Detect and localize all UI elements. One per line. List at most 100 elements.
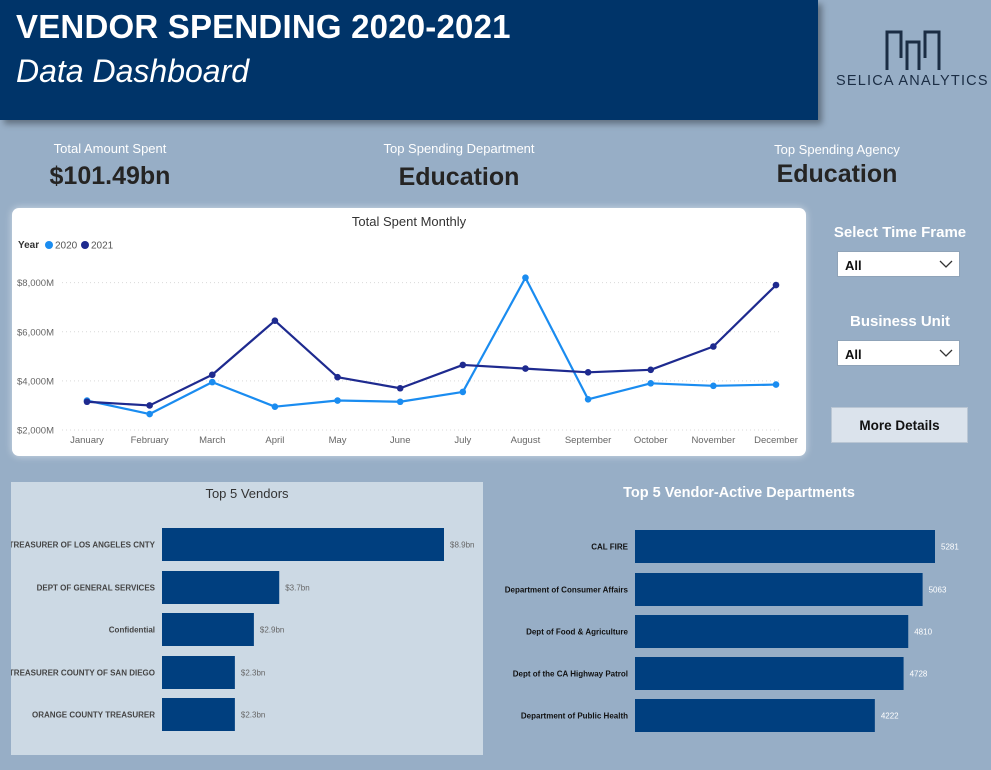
x-tick-label: November <box>691 435 735 446</box>
department-bar <box>635 573 923 606</box>
vendor-bar <box>162 528 444 561</box>
vendor-bar <box>162 698 235 731</box>
chevron-down-icon <box>939 349 953 357</box>
business-unit-label: Business Unit <box>849 313 951 330</box>
x-tick-label: July <box>454 435 471 446</box>
series-line-2021 <box>86 284 777 407</box>
vendor-category-label: DEPT OF GENERAL SERVICES <box>37 584 156 593</box>
vendor-data-label: $2.9bn <box>260 626 284 635</box>
kpi-total-label: Total Amount Spent <box>53 141 167 156</box>
series-line-2020 <box>86 276 777 416</box>
data-point-2021 <box>710 343 717 350</box>
department-bar <box>635 657 904 690</box>
vendor-bar <box>162 571 280 604</box>
vendor-category-label: ORANGE COUNTY TREASURER <box>32 711 155 720</box>
data-point-2020 <box>271 403 279 410</box>
y-tick-label: $8,000M <box>17 278 54 289</box>
data-point-2021 <box>459 361 467 369</box>
data-point-2021 <box>772 281 780 289</box>
data-point-2021 <box>271 317 279 325</box>
vendor-category-label: TREASURER COUNTY OF SAN DIEGO <box>11 669 155 678</box>
data-point-2021 <box>146 402 153 409</box>
department-data-label: 5063 <box>929 586 947 595</box>
data-point-2021 <box>396 384 404 392</box>
department-data-label: 4810 <box>914 628 932 637</box>
vendor-bar <box>162 656 235 689</box>
dashboard-subtitle: Data Dashboard <box>16 53 250 89</box>
y-tick-label: $6,000M <box>17 327 54 338</box>
department-category-label: CAL FIRE <box>591 543 628 552</box>
data-point-2020 <box>146 410 153 418</box>
y-tick-label: $4,000M <box>17 376 54 387</box>
time-frame-dropdown[interactable]: All <box>837 251 960 277</box>
department-category-label: Dept of the CA Highway Patrol <box>513 670 628 679</box>
vendor-category-label: TREASURER OF LOS ANGELES CNTY <box>11 541 156 550</box>
x-tick-label: October <box>634 435 668 446</box>
data-point-2020 <box>396 398 404 406</box>
x-tick-label: May <box>329 435 347 446</box>
x-tick-label: August <box>511 435 541 446</box>
data-point-2020 <box>459 388 467 396</box>
company-logo: SELICA ANALYTICS <box>832 28 991 98</box>
legend-label-2020: 2020 <box>55 241 78 252</box>
business-unit-value: All <box>845 347 862 362</box>
data-point-2021 <box>584 368 592 376</box>
vendor-data-label: $8.9bn <box>450 541 474 550</box>
x-tick-label: September <box>565 435 611 446</box>
department-data-label: 4728 <box>910 670 928 679</box>
business-unit-dropdown[interactable]: All <box>837 340 960 366</box>
more-details-button[interactable]: More Details <box>831 407 968 443</box>
legend-label-2021: 2021 <box>91 241 114 252</box>
kpi-agency-label: Top Spending Agency <box>774 142 900 157</box>
legend-marker-2021 <box>81 241 89 249</box>
department-data-label: 5281 <box>941 543 959 552</box>
x-tick-label: February <box>131 435 169 446</box>
data-point-2020 <box>647 380 655 387</box>
data-point-2020 <box>710 382 717 390</box>
department-category-label: Dept of Food & Agriculture <box>526 628 628 637</box>
vendor-data-label: $3.7bn <box>285 584 309 593</box>
vendor-data-label: $2.3bn <box>241 711 265 720</box>
department-data-label: 4222 <box>881 712 899 721</box>
logo-name: SELICA ANALYTICS <box>836 73 989 89</box>
selica-logo-mark-icon <box>885 30 941 70</box>
x-tick-label: April <box>265 435 284 446</box>
vendor-category-label: Confidential <box>109 626 155 635</box>
monthly-spend-chart-card: Total Spent Monthly Year 2020 2021 $2,000M $… <box>12 208 806 456</box>
top-vendors-title: Top 5 Vendors <box>205 486 289 501</box>
top-vendors-panel: Top 5 Vendors TREASURER OF LOS ANGELES C… <box>11 482 483 755</box>
legend-marker-2020 <box>45 241 53 249</box>
vendor-bar <box>162 613 254 646</box>
time-frame-value: All <box>845 258 862 273</box>
top-vendors-bar-chart: TREASURER OF LOS ANGELES CNTY $8.9bn DEPT … <box>11 528 474 731</box>
dashboard-title: VENDOR SPENDING 2020-2021 <box>16 8 511 45</box>
data-point-2021 <box>647 366 655 374</box>
kpi-agency-value: Education <box>776 160 898 188</box>
data-point-2021 <box>522 365 529 372</box>
vendor-data-label: $2.3bn <box>241 669 265 678</box>
header-banner: VENDOR SPENDING 2020-2021 Data Dashboard <box>0 0 818 120</box>
top-departments-title: Top 5 Vendor-Active Departments <box>623 485 855 501</box>
data-point-2021 <box>208 371 216 379</box>
department-bar <box>635 615 909 648</box>
data-point-2020 <box>584 396 592 403</box>
department-category-label: Department of Public Health <box>521 712 628 721</box>
data-point-2020 <box>208 378 216 386</box>
monthly-spend-line-chart: Year 2020 2021 $2,000M $4,000M $6,000M $8,000M… <box>17 240 798 446</box>
x-tick-label: June <box>390 435 411 446</box>
monthly-chart-title: Total Spent Monthly <box>351 214 467 229</box>
department-category-label: Department of Consumer Affairs <box>505 586 629 595</box>
chevron-down-icon <box>939 260 953 268</box>
data-point-2020 <box>522 274 529 282</box>
x-tick-label: December <box>754 435 798 446</box>
kpi-department-value: Education <box>398 163 520 191</box>
department-bar <box>635 699 875 732</box>
department-bar <box>635 530 935 563</box>
data-point-2021 <box>334 373 341 381</box>
x-tick-label: March <box>199 435 225 446</box>
data-point-2020 <box>772 381 780 388</box>
kpi-total-value: $101.49bn <box>49 162 171 190</box>
kpi-department-label: Top Spending Department <box>383 141 535 156</box>
data-point-2020 <box>334 397 341 404</box>
time-frame-label: Select Time Frame <box>833 224 967 241</box>
